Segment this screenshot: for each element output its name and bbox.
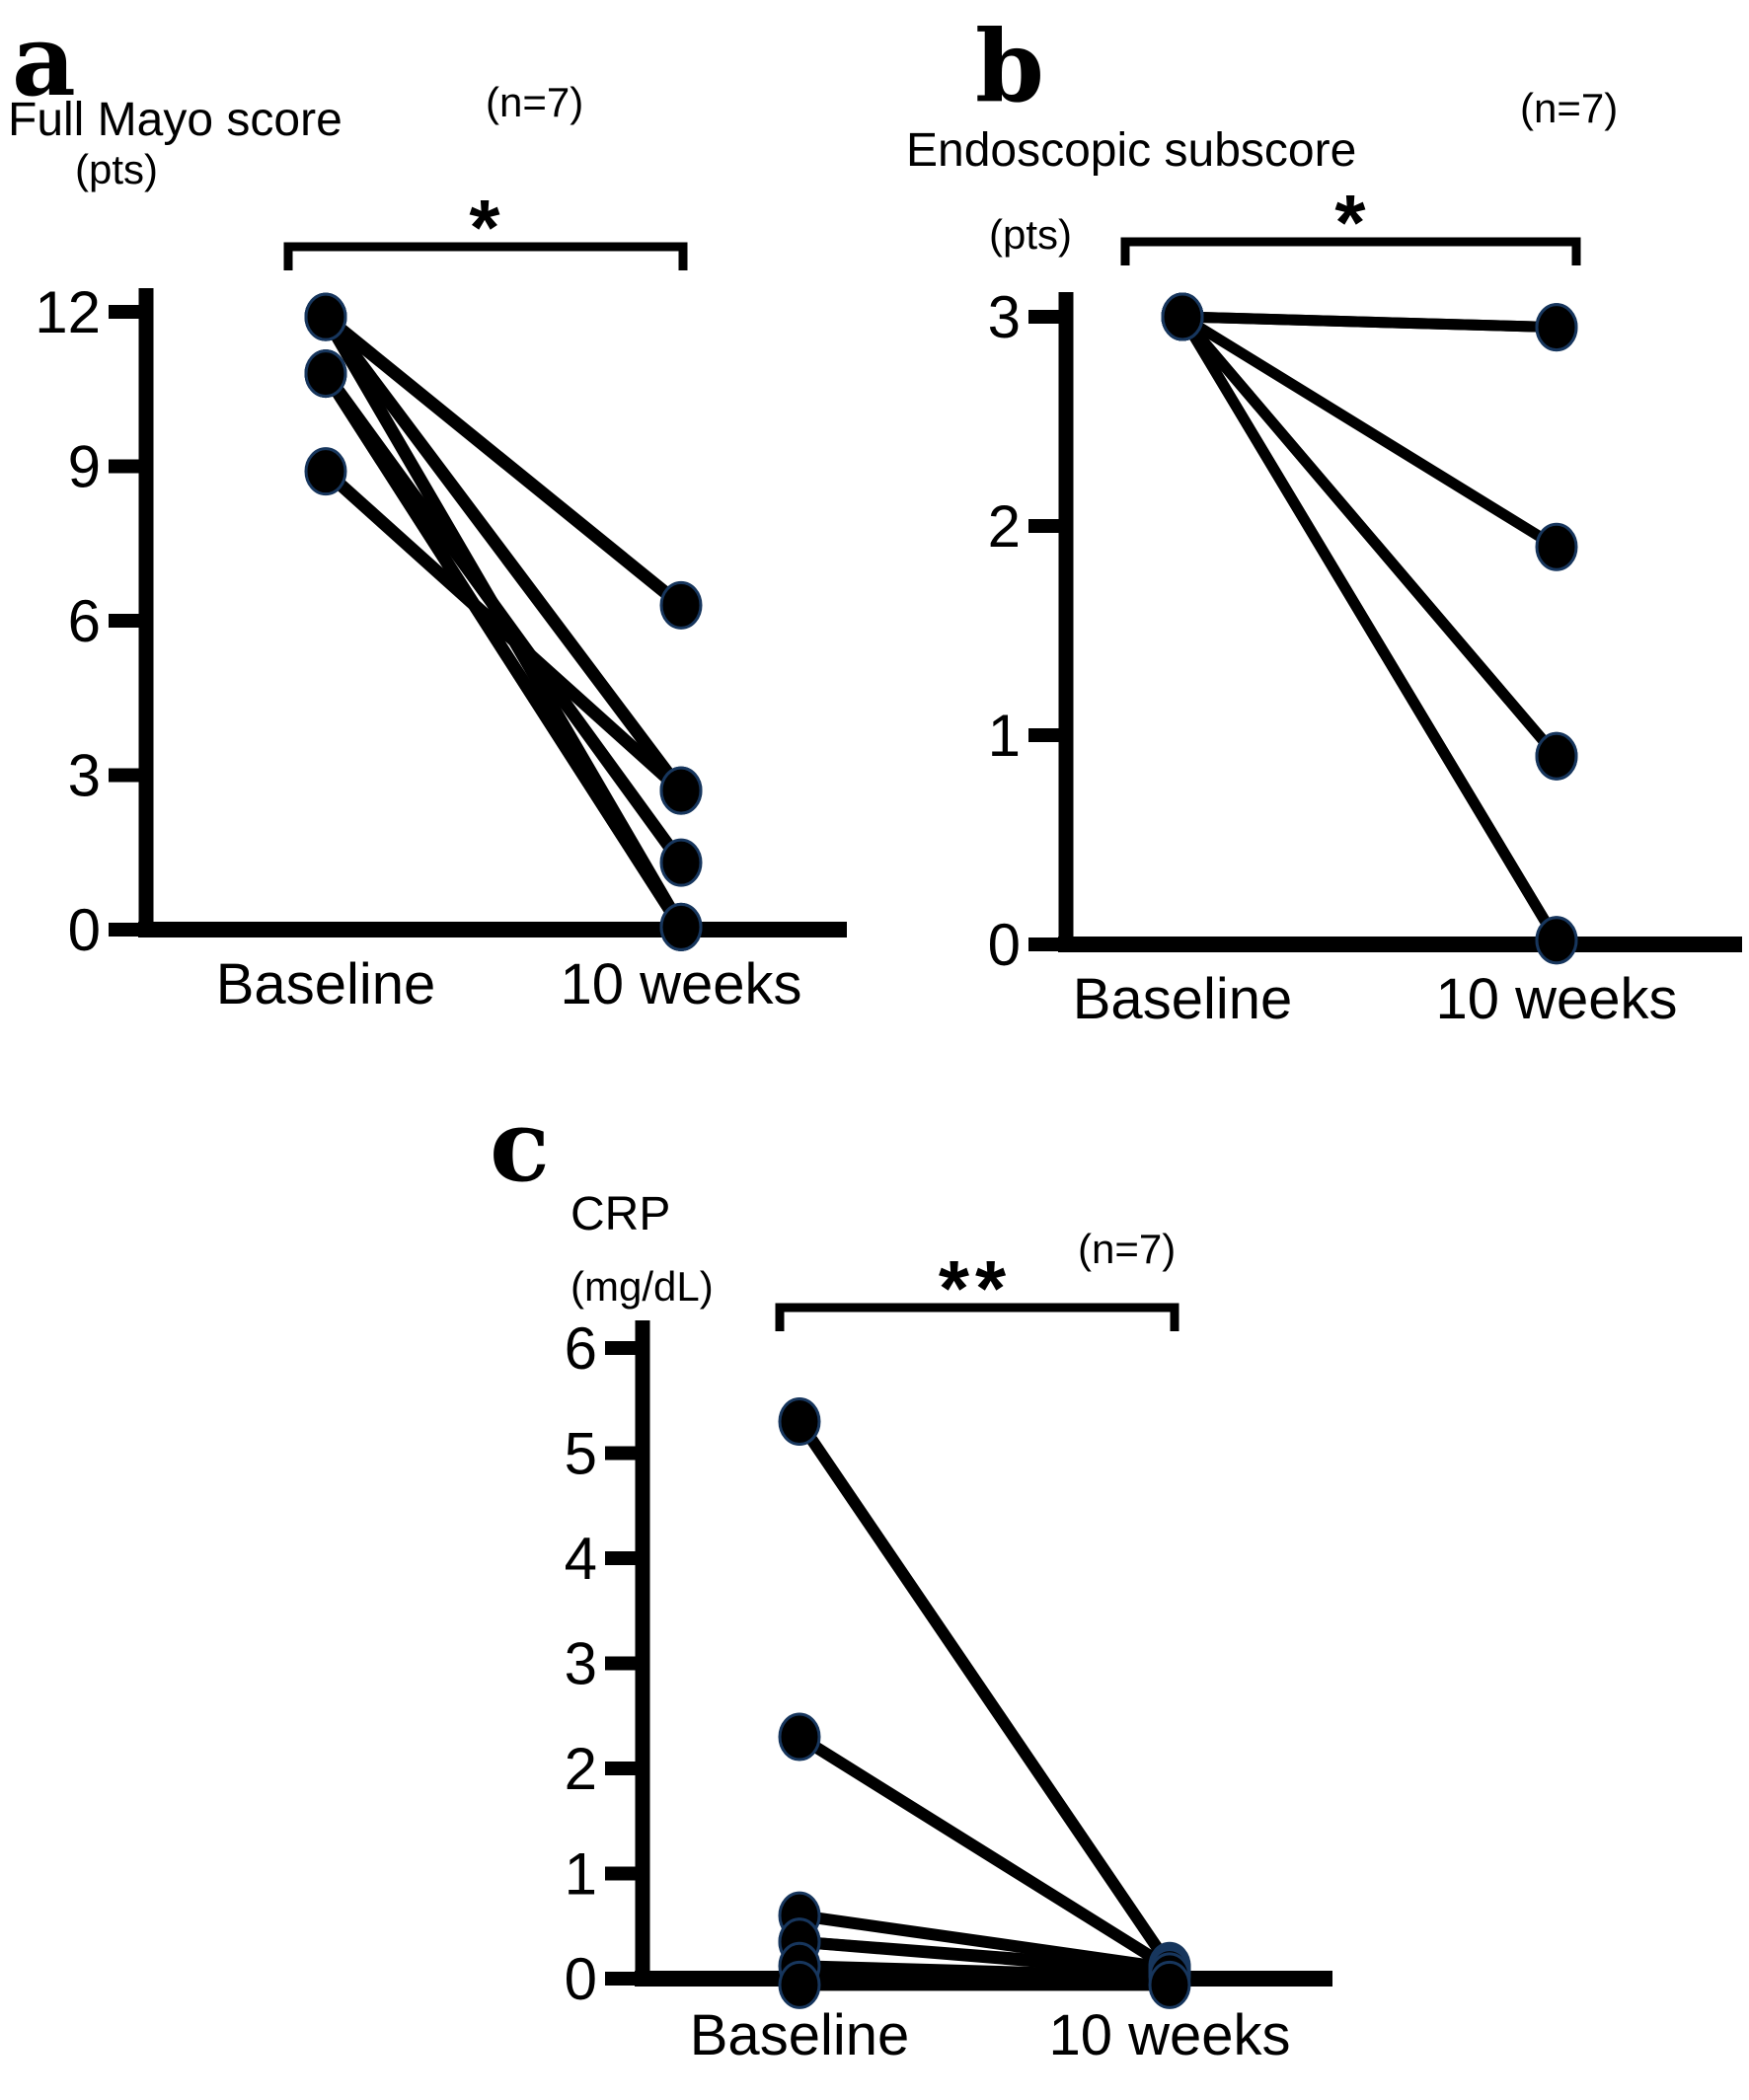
panel-a-plot: 0 3 6 9 12 Baseline 10 weeks bbox=[35, 242, 847, 1016]
pair-line bbox=[796, 1731, 1174, 1974]
pair-line bbox=[320, 313, 687, 795]
category-label: 10 weeks bbox=[560, 952, 801, 1016]
panel-a-title: Full Mayo score bbox=[8, 94, 342, 146]
y-tick-label: 5 bbox=[565, 1421, 597, 1487]
panel-a-letter: a bbox=[12, 2, 76, 118]
category-label: 10 weeks bbox=[1048, 2003, 1290, 2067]
panel-b-unit-label: (pts) bbox=[989, 211, 1072, 258]
panel-c-plot: 0 1 2 3 4 5 6 Baseline 10 weeks bbox=[565, 1303, 1332, 2067]
y-tick-label: 3 bbox=[565, 1631, 597, 1697]
pair-line bbox=[1179, 312, 1559, 552]
data-point bbox=[304, 349, 347, 399]
data-point bbox=[659, 580, 703, 630]
y-tick-label: 3 bbox=[988, 284, 1021, 350]
panel-b: b Endoscopic subscore (n=7) (pts) * 0 1 2 3… bbox=[906, 8, 1742, 1031]
panel-b-title: Endoscopic subscore bbox=[906, 124, 1356, 177]
data-point bbox=[778, 1397, 821, 1447]
panel-a: a Full Mayo score (n=7) (pts) * 0 3 6 9 12 Ba… bbox=[8, 2, 847, 1016]
significance-bracket bbox=[775, 1303, 1179, 1331]
y-tick-label: 6 bbox=[68, 588, 101, 654]
category-label: 10 weeks bbox=[1435, 967, 1677, 1031]
y-tick-label: 0 bbox=[988, 912, 1021, 978]
category-label: Baseline bbox=[690, 2003, 909, 2067]
panel-c-unit-label: (mg/dL) bbox=[570, 1263, 714, 1310]
y-tick-label: 3 bbox=[68, 742, 101, 808]
significance-bracket bbox=[1120, 237, 1581, 265]
panel-c: c CRP (n=7) (mg/dL) ** 0 1 2 3 4 5 6 Baseline 10… bbox=[490, 1088, 1332, 2067]
panel-c-significance-asterisk: ** bbox=[939, 1244, 1012, 1332]
category-label: Baseline bbox=[216, 952, 435, 1016]
data-point bbox=[1161, 292, 1204, 341]
panel-b-n-label: (n=7) bbox=[1520, 85, 1618, 131]
panel-b-significance-asterisk: * bbox=[1334, 179, 1366, 266]
category-label: Baseline bbox=[1073, 967, 1292, 1031]
data-point bbox=[304, 292, 347, 341]
data-point bbox=[1535, 522, 1578, 571]
pair-line bbox=[798, 1960, 1171, 1983]
pair-line bbox=[1178, 313, 1561, 760]
pair-line bbox=[1181, 311, 1558, 334]
data-point bbox=[1535, 303, 1578, 352]
y-tick-label: 2 bbox=[565, 1736, 597, 1802]
panel-c-letter: c bbox=[490, 1088, 550, 1204]
pair-line bbox=[795, 1418, 1175, 1970]
pair-line bbox=[320, 370, 687, 931]
panel-c-title: CRP bbox=[570, 1188, 670, 1240]
y-tick-label: 0 bbox=[68, 897, 101, 963]
data-point bbox=[778, 1712, 821, 1762]
data-point bbox=[778, 1960, 821, 2009]
y-tick-label: 12 bbox=[35, 279, 101, 345]
y-tick-label: 1 bbox=[565, 1841, 597, 1908]
pair-line bbox=[1178, 314, 1561, 943]
panel-c-n-label: (n=7) bbox=[1078, 1226, 1176, 1272]
panel-b-letter: b bbox=[975, 8, 1044, 124]
y-tick-label: 0 bbox=[565, 1946, 597, 2012]
significance-bracket bbox=[283, 242, 688, 270]
data-point bbox=[659, 902, 703, 951]
y-tick-label: 9 bbox=[68, 433, 101, 499]
data-point bbox=[1148, 1960, 1191, 2009]
pair-line bbox=[798, 1935, 1171, 1979]
data-point bbox=[1535, 731, 1578, 781]
data-point bbox=[304, 447, 347, 496]
pair-line bbox=[321, 312, 686, 611]
panel-a-n-label: (n=7) bbox=[486, 79, 583, 125]
panel-b-plot: 0 1 2 3 Baseline 10 weeks bbox=[988, 237, 1742, 1031]
y-tick-label: 2 bbox=[988, 493, 1021, 560]
panel-a-unit-label: (pts) bbox=[75, 146, 158, 192]
pair-line bbox=[321, 466, 686, 795]
pair-line bbox=[798, 1910, 1171, 1975]
y-tick-label: 1 bbox=[988, 703, 1021, 769]
data-point bbox=[1535, 916, 1578, 965]
panel-a-significance-asterisk: * bbox=[469, 184, 500, 271]
data-point bbox=[659, 766, 703, 815]
data-point bbox=[659, 838, 703, 887]
y-tick-label: 6 bbox=[565, 1315, 597, 1382]
y-tick-label: 4 bbox=[565, 1526, 597, 1592]
